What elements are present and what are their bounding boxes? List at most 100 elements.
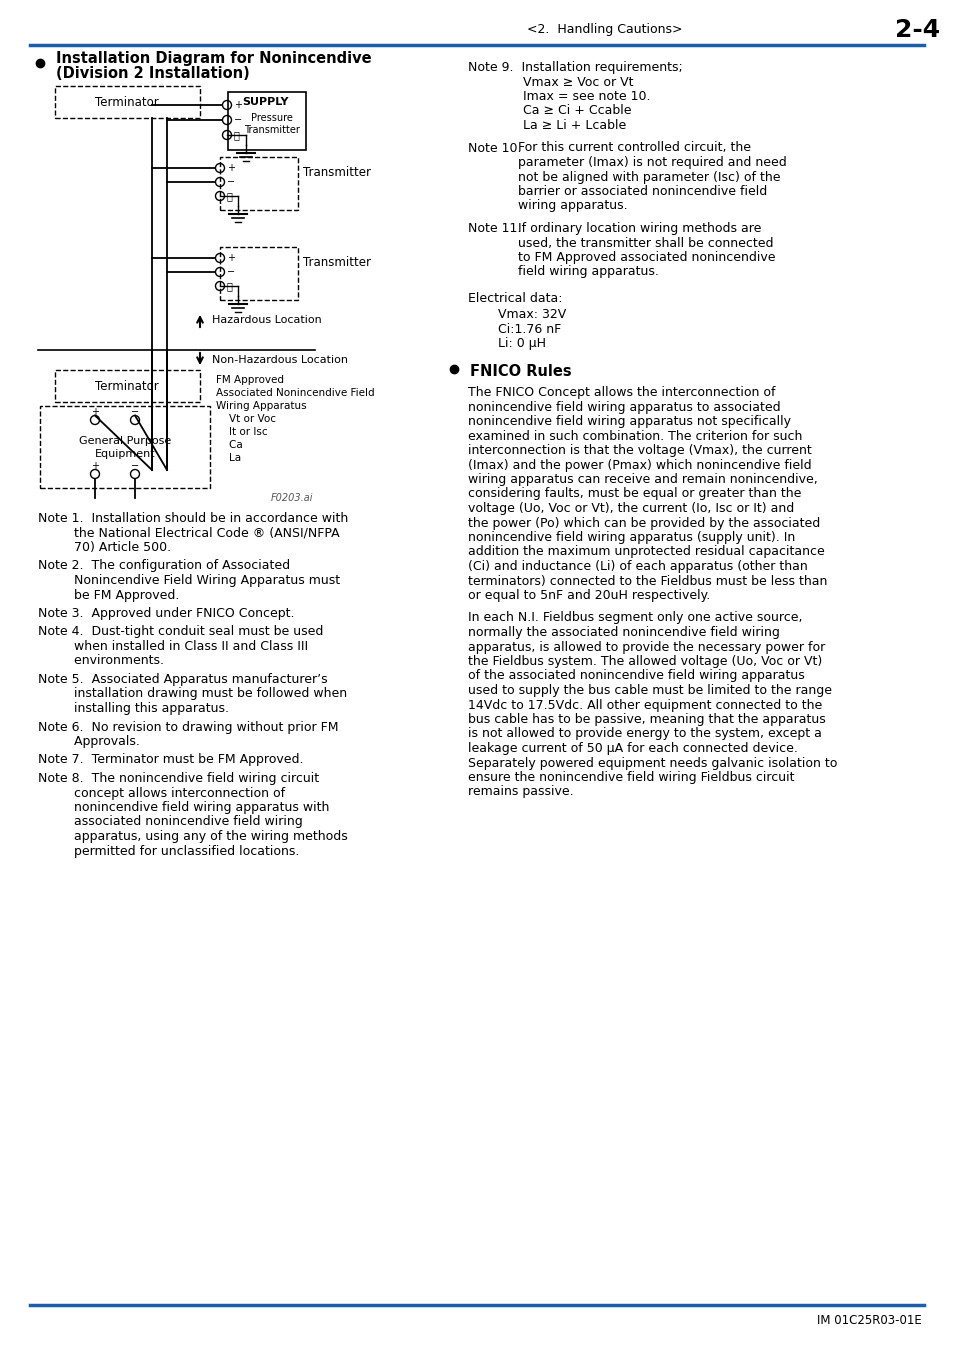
Text: concept allows interconnection of: concept allows interconnection of <box>38 787 285 799</box>
Text: −: − <box>227 177 234 188</box>
Bar <box>55 86 200 117</box>
Text: ⏚: ⏚ <box>227 281 233 292</box>
Text: Li: 0 μH: Li: 0 μH <box>497 338 545 351</box>
Text: Vmax ≥ Voc or Vt: Vmax ≥ Voc or Vt <box>522 76 633 89</box>
Text: used to supply the bus cable must be limited to the range: used to supply the bus cable must be lim… <box>468 684 831 697</box>
Text: field wiring apparatus.: field wiring apparatus. <box>517 266 659 278</box>
Text: interconnection is that the voltage (Vmax), the current: interconnection is that the voltage (Vma… <box>468 444 811 458</box>
Text: nonincendive field wiring apparatus (supply unit). In: nonincendive field wiring apparatus (sup… <box>468 531 795 544</box>
Text: Ci:1.76 nF: Ci:1.76 nF <box>497 323 560 336</box>
Text: Vmax: 32V: Vmax: 32V <box>497 309 566 321</box>
Text: F0203.ai: F0203.ai <box>271 493 313 504</box>
Text: wiring apparatus.: wiring apparatus. <box>517 200 627 212</box>
Text: Non-Hazardous Location: Non-Hazardous Location <box>212 355 348 364</box>
Text: If ordinary location wiring methods are: If ordinary location wiring methods are <box>517 221 760 235</box>
Text: 2-4: 2-4 <box>895 18 940 42</box>
Text: voltage (Uo, Voc or Vt), the current (Io, Isc or It) and: voltage (Uo, Voc or Vt), the current (Io… <box>468 502 794 514</box>
Text: parameter (Imax) is not required and need: parameter (Imax) is not required and nee… <box>517 157 786 169</box>
Text: apparatus, is allowed to provide the necessary power for: apparatus, is allowed to provide the nec… <box>468 640 824 653</box>
Text: Note 6.  No revision to drawing without prior FM: Note 6. No revision to drawing without p… <box>38 721 338 733</box>
Text: ⏚: ⏚ <box>233 130 239 140</box>
Text: Pressure: Pressure <box>251 113 293 123</box>
Text: Transmitter: Transmitter <box>303 255 371 269</box>
Text: Terminator: Terminator <box>95 96 159 108</box>
Text: Note 8.  The nonincendive field wiring circuit: Note 8. The nonincendive field wiring ci… <box>38 772 319 784</box>
Text: nonincendive field wiring apparatus to associated: nonincendive field wiring apparatus to a… <box>468 401 780 413</box>
Text: Note 2.  The configuration of Associated: Note 2. The configuration of Associated <box>38 559 290 572</box>
Text: 70) Article 500.: 70) Article 500. <box>38 541 171 554</box>
Text: normally the associated nonincendive field wiring: normally the associated nonincendive fie… <box>468 626 779 639</box>
Text: Imax = see note 10.: Imax = see note 10. <box>522 90 650 103</box>
Text: nonincendive field wiring apparatus not specifically: nonincendive field wiring apparatus not … <box>468 414 790 428</box>
Text: FNICO Rules: FNICO Rules <box>470 364 571 379</box>
Text: addition the maximum unprotected residual capacitance: addition the maximum unprotected residua… <box>468 545 824 559</box>
Text: In each N.I. Fieldbus segment only one active source,: In each N.I. Fieldbus segment only one a… <box>468 612 801 625</box>
Text: Note 3.  Approved under FNICO Concept.: Note 3. Approved under FNICO Concept. <box>38 608 294 620</box>
Text: −: − <box>233 115 242 126</box>
Text: Transmitter: Transmitter <box>244 126 299 135</box>
Text: installing this apparatus.: installing this apparatus. <box>38 702 229 716</box>
Text: +: + <box>227 252 234 263</box>
Text: or equal to 5nF and 20uH respectively.: or equal to 5nF and 20uH respectively. <box>468 589 709 602</box>
Text: of the associated nonincendive field wiring apparatus: of the associated nonincendive field wir… <box>468 670 804 683</box>
Text: Note 9.  Installation requirements;: Note 9. Installation requirements; <box>468 61 682 74</box>
Text: (Imax) and the power (Pmax) which nonincendive field: (Imax) and the power (Pmax) which noninc… <box>468 459 811 471</box>
Text: associated nonincendive field wiring: associated nonincendive field wiring <box>38 815 302 829</box>
Text: General Purpose: General Purpose <box>79 436 171 446</box>
Text: The FNICO Concept allows the interconnection of: The FNICO Concept allows the interconnec… <box>468 386 775 400</box>
Bar <box>55 370 200 402</box>
Text: bus cable has to be passive, meaning that the apparatus: bus cable has to be passive, meaning tha… <box>468 713 825 726</box>
Text: used, the transmitter shall be connected: used, the transmitter shall be connected <box>517 236 773 250</box>
Text: +: + <box>91 460 99 471</box>
Text: to FM Approved associated nonincendive: to FM Approved associated nonincendive <box>517 251 775 265</box>
Bar <box>228 92 306 150</box>
Text: Transmitter: Transmitter <box>303 166 371 178</box>
Text: La: La <box>215 454 241 463</box>
Text: not be aligned with parameter (Isc) of the: not be aligned with parameter (Isc) of t… <box>517 170 780 184</box>
Text: Note 1.  Installation should be in accordance with: Note 1. Installation should be in accord… <box>38 512 348 525</box>
Text: Note 7.  Terminator must be FM Approved.: Note 7. Terminator must be FM Approved. <box>38 753 303 767</box>
Text: Note 10.: Note 10. <box>468 142 521 154</box>
Text: Approvals.: Approvals. <box>38 734 140 748</box>
Text: Note 4.  Dust-tight conduit seal must be used: Note 4. Dust-tight conduit seal must be … <box>38 625 323 639</box>
Text: environments.: environments. <box>38 655 164 667</box>
Text: nonincendive field wiring apparatus with: nonincendive field wiring apparatus with <box>38 801 329 814</box>
Text: barrier or associated nonincendive field: barrier or associated nonincendive field <box>517 185 766 198</box>
Text: +: + <box>227 163 234 173</box>
Text: <2.  Handling Cautions>: <2. Handling Cautions> <box>527 23 682 36</box>
Text: the Fieldbus system. The allowed voltage (Uo, Voc or Vt): the Fieldbus system. The allowed voltage… <box>468 655 821 668</box>
Text: when installed in Class II and Class III: when installed in Class II and Class III <box>38 640 308 653</box>
Text: Vt or Voc: Vt or Voc <box>215 414 275 424</box>
Text: IM 01C25R03-01E: IM 01C25R03-01E <box>817 1314 921 1327</box>
Text: the National Electrical Code ® (ANSI/NFPA: the National Electrical Code ® (ANSI/NFP… <box>38 526 339 540</box>
Text: Wiring Apparatus: Wiring Apparatus <box>215 401 306 410</box>
Text: permitted for unclassified locations.: permitted for unclassified locations. <box>38 845 299 857</box>
Text: ensure the nonincendive field wiring Fieldbus circuit: ensure the nonincendive field wiring Fie… <box>468 771 794 784</box>
Text: apparatus, using any of the wiring methods: apparatus, using any of the wiring metho… <box>38 830 348 842</box>
Text: +: + <box>233 100 242 109</box>
Text: Electrical data:: Electrical data: <box>468 292 562 305</box>
Text: terminators) connected to the Fieldbus must be less than: terminators) connected to the Fieldbus m… <box>468 575 826 587</box>
Text: Separately powered equipment needs galvanic isolation to: Separately powered equipment needs galva… <box>468 756 837 770</box>
Text: wiring apparatus can receive and remain nonincendive,: wiring apparatus can receive and remain … <box>468 472 817 486</box>
Text: installation drawing must be followed when: installation drawing must be followed wh… <box>38 687 347 701</box>
Text: ⏚: ⏚ <box>227 190 233 201</box>
Text: SUPPLY: SUPPLY <box>242 97 289 107</box>
Text: remains passive.: remains passive. <box>468 786 573 798</box>
Bar <box>40 406 210 487</box>
Text: Installation Diagram for Nonincendive: Installation Diagram for Nonincendive <box>56 51 372 66</box>
Text: +: + <box>91 406 99 417</box>
Text: Terminator: Terminator <box>95 379 159 393</box>
Text: La ≥ Li + Lcable: La ≥ Li + Lcable <box>522 119 625 132</box>
Text: be FM Approved.: be FM Approved. <box>38 589 179 602</box>
Text: Note 5.  Associated Apparatus manufacturer’s: Note 5. Associated Apparatus manufacture… <box>38 674 327 686</box>
Text: Hazardous Location: Hazardous Location <box>212 315 321 325</box>
Text: 14Vdc to 17.5Vdc. All other equipment connected to the: 14Vdc to 17.5Vdc. All other equipment co… <box>468 698 821 711</box>
Text: Equipment: Equipment <box>94 450 155 459</box>
Text: Ca ≥ Ci + Ccable: Ca ≥ Ci + Ccable <box>522 104 631 117</box>
Text: −: − <box>131 406 139 417</box>
Text: Associated Nonincendive Field: Associated Nonincendive Field <box>215 387 375 398</box>
Bar <box>220 247 297 300</box>
Text: leakage current of 50 μA for each connected device.: leakage current of 50 μA for each connec… <box>468 743 797 755</box>
Text: Note 11.: Note 11. <box>468 221 521 235</box>
